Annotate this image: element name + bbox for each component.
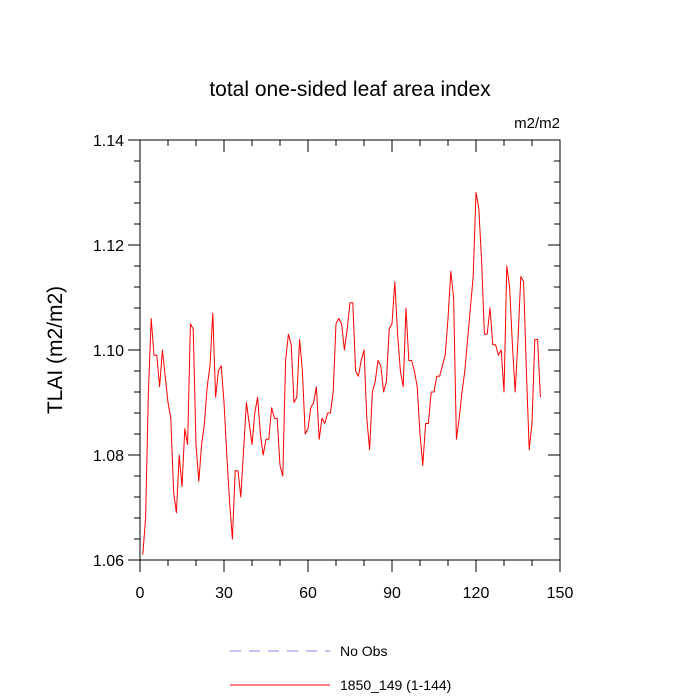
y-tick-label: 1.14 [93, 133, 124, 150]
y-tick-label: 1.10 [93, 343, 124, 360]
y-tick-label: 1.08 [93, 448, 124, 465]
axis-tick-labels: 0 30 60 90 120 150 1.06 1.08 1.10 1.12 1.14 [93, 133, 574, 602]
x-tick-label: 150 [547, 585, 574, 602]
series-layer [142, 192, 541, 555]
legend-label-no-obs: No Obs [340, 643, 387, 659]
x-tick-label: 30 [215, 585, 233, 602]
x-tick-label: 90 [383, 585, 401, 602]
series-line-1850-149 [142, 192, 541, 555]
x-tick-label: 0 [136, 585, 145, 602]
y-tick-label: 1.12 [93, 238, 124, 255]
legend-label-series: 1850_149 (1-144) [340, 677, 451, 693]
chart-title: total one-sided leaf area index [209, 78, 491, 101]
x-tick-label: 60 [299, 585, 317, 602]
y-axis-label: TLAI (m2/m2) [44, 286, 67, 414]
units-label: m2/m2 [514, 115, 560, 132]
legend: No Obs 1850_149 (1-144) [230, 643, 451, 693]
axis-ticks [128, 139, 561, 572]
y-tick-label: 1.06 [93, 553, 124, 570]
x-tick-label: 120 [463, 585, 490, 602]
